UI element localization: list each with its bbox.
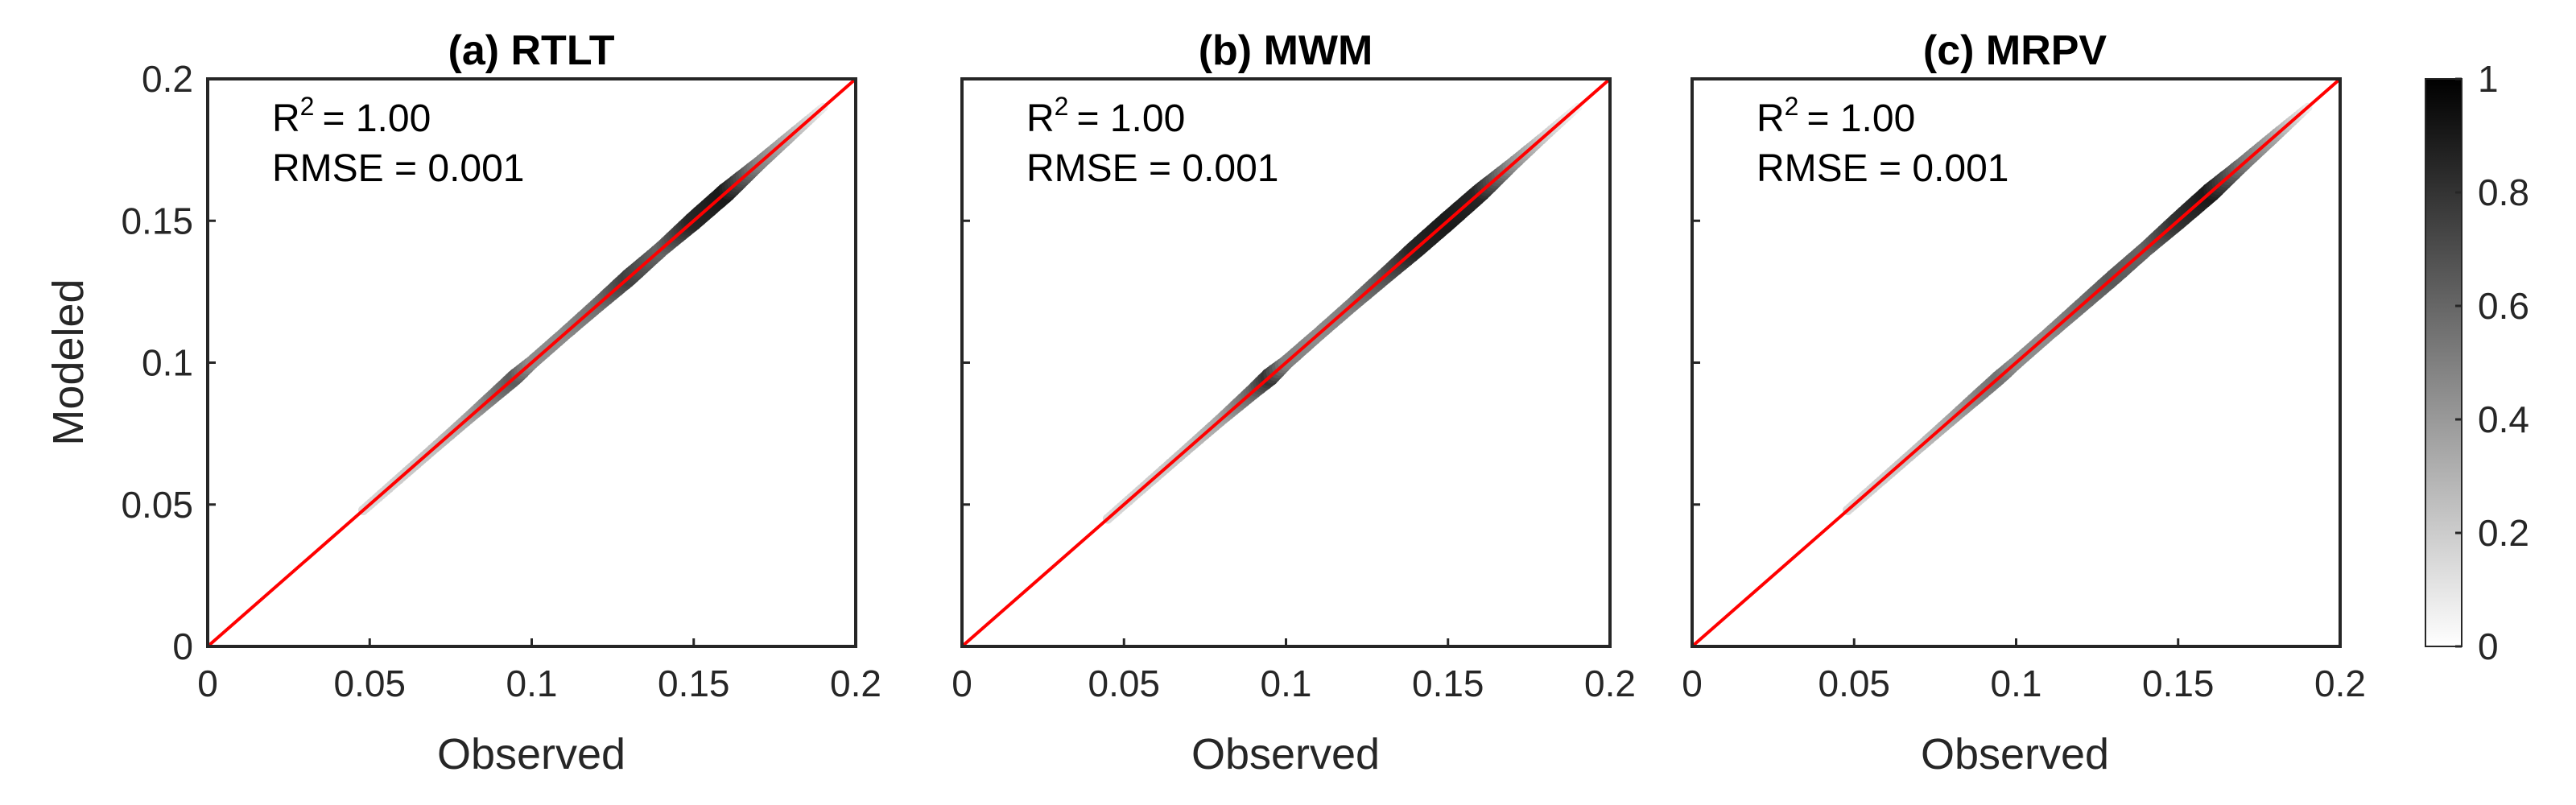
panel-a-y-tick-label: 0.05 xyxy=(121,484,193,526)
panel-c-r2-label: R2 = 1.00 xyxy=(1757,92,1915,140)
colorbar: 0 0.2 0.4 0.6 0.8 1 xyxy=(2425,58,2529,667)
panel-c-reference-line xyxy=(1690,77,2342,648)
panel-b-x-axis-label: Observed xyxy=(1191,730,1380,778)
panel-b-reference-line xyxy=(960,77,1612,648)
panel-b-r2-label: R2 = 1.00 xyxy=(1026,92,1185,140)
panel-a-y-tick-label: 0.1 xyxy=(142,342,193,384)
colorbar-tick-label: 0.8 xyxy=(2478,171,2529,213)
panel-a-y-tick-label: 0.2 xyxy=(142,58,193,100)
panel-a-rmse-label: RMSE = 0.001 xyxy=(272,147,525,190)
colorbar-ticks: 0 0.2 0.4 0.6 0.8 1 xyxy=(2455,58,2529,667)
panel-a-x-axis-label: Observed xyxy=(437,730,625,778)
panel-c-x-ticks: 0 0.05 0.1 0.15 0.2 xyxy=(1682,638,2366,704)
colorbar-gradient xyxy=(2425,78,2462,647)
panel-a-y-tick-label: 0.15 xyxy=(121,200,193,242)
panel-a-x-tick-label: 0.05 xyxy=(333,663,406,704)
panel-a-title: (a) RTLT xyxy=(448,27,615,74)
panel-a-x-tick-label: 0 xyxy=(197,663,218,704)
colorbar-tick-label: 1 xyxy=(2478,58,2499,100)
panel-a-x-tick-label: 0.2 xyxy=(830,663,881,704)
panel-b-x-tick-label: 0.15 xyxy=(1412,663,1484,704)
panel-a-r2-label: R2 = 1.00 xyxy=(272,92,431,140)
panel-c-x-tick-label: 0.05 xyxy=(1818,663,1890,704)
colorbar-tick-label: 0.4 xyxy=(2478,398,2529,440)
panel-a-y-axis-label: Modeled xyxy=(44,279,93,445)
panel-b-rmse-label: RMSE = 0.001 xyxy=(1026,147,1279,190)
panel-b-x-tick-label: 0.2 xyxy=(1584,663,1636,704)
panel-c-y-ticks xyxy=(1692,77,1700,648)
panel-c-x-tick-label: 0.2 xyxy=(2314,663,2366,704)
panel-b-y-ticks xyxy=(962,77,970,648)
panel-c-rmse-label: RMSE = 0.001 xyxy=(1757,147,2009,190)
panel-c-title: (c) MRPV xyxy=(1923,27,2107,74)
panel-b-title: (b) MWM xyxy=(1199,27,1373,74)
panel-b-x-tick-label: 0.1 xyxy=(1261,663,1312,704)
panel-b-x-tick-label: 0.05 xyxy=(1088,663,1160,704)
panel-c-x-tick-label: 0.1 xyxy=(1991,663,2042,704)
panel-c-x-tick-label: 0 xyxy=(1682,663,1703,704)
panel-a-x-tick-label: 0.15 xyxy=(658,663,730,704)
panel-b-x-ticks: 0 0.05 0.1 0.15 0.2 xyxy=(952,638,1636,704)
colorbar-tick-label: 0 xyxy=(2478,625,2499,667)
panel-a-y-tick-label: 0 xyxy=(172,625,193,667)
panel-a-y-ticks: 0 0.05 0.1 0.15 0.2 xyxy=(121,58,216,667)
colorbar-tick-label: 0.6 xyxy=(2478,285,2529,327)
panel-b: (b) MWM 0 0.05 0.1 0.15 0.2 R2 = 1.00 RMSE = … xyxy=(952,27,1636,778)
panel-b-x-tick-label: 0 xyxy=(952,663,972,704)
panel-a-x-tick-label: 0.1 xyxy=(506,663,558,704)
panel-c-x-axis-label: Observed xyxy=(1921,730,2109,778)
panel-a: (a) RTLT 0 0.05 0.1 0.15 0.2 0 0.05 0.1 0.15 0.2… xyxy=(44,27,881,778)
colorbar-tick-label: 0.2 xyxy=(2478,512,2529,554)
panel-a-reference-line xyxy=(206,77,857,648)
panel-c-x-tick-label: 0.15 xyxy=(2142,663,2215,704)
panel-a-x-ticks: 0 0.05 0.1 0.15 0.2 xyxy=(197,638,881,704)
panel-c: (c) MRPV 0 0.05 0.1 0.15 0.2 R2 = 1.00 RMSE =… xyxy=(1682,27,2366,778)
